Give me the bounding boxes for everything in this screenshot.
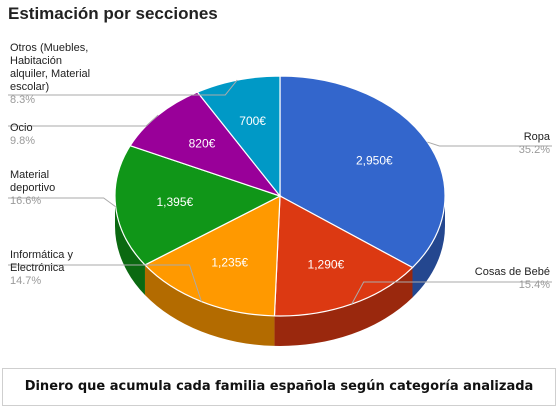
label-otros-line-1: Otros (Muebles, [10, 42, 89, 54]
value-label-ropa: 2,950€ [356, 154, 393, 168]
label-ocio: Ocio 9.8% [10, 122, 35, 148]
leader-deporte [8, 197, 116, 208]
leader-bebe [351, 281, 552, 305]
side-bebe [274, 267, 413, 346]
label-ocio-name: Ocio [10, 122, 33, 134]
label-bebe: Cosas de Bebé 15.4% [475, 266, 550, 292]
side-deporte [115, 196, 145, 295]
label-bebe-name: Cosas de Bebé [474, 266, 550, 278]
leader-ropa [427, 141, 552, 147]
label-otros-line-3: alquiler, Material [10, 68, 91, 80]
value-label-info: 1,235€ [211, 256, 248, 270]
label-otros-line-4: escolar) [10, 81, 50, 93]
chart-title: Estimación por secciones [8, 4, 218, 23]
slice-value-labels: 2,950€ 1,290€ 1,235€ 1,395€ 820€ 700€ [156, 114, 393, 271]
label-deporte-line-2: deportivo [10, 182, 56, 194]
value-label-otros: 700€ [239, 114, 266, 128]
slice-deporte [114, 144, 282, 266]
label-info-line-1: Informática y [10, 249, 73, 261]
label-ocio-percent: 9.8% [10, 135, 36, 147]
label-otros: Otros (Muebles, Habitación alquiler, Mat… [10, 42, 90, 107]
leader-otros [8, 79, 238, 96]
label-deporte-line-1: Material [10, 169, 50, 181]
side-ropa [412, 196, 445, 298]
chart-caption: Dinero que acumula cada familia española… [2, 368, 556, 406]
label-bebe-percent: 15.4% [518, 279, 550, 291]
label-otros-percent: 8.3% [10, 94, 36, 106]
value-label-ocio: 820€ [189, 136, 216, 150]
label-deporte: Material deportivo 16.6% [10, 169, 55, 208]
label-info-percent: 14.7% [10, 275, 42, 287]
label-info: Informática y Electrónica 14.7% [10, 249, 73, 288]
leader-ocio [8, 114, 159, 127]
pie-slices [114, 75, 446, 317]
leader-lines [8, 79, 552, 305]
leader-info [8, 264, 202, 302]
value-label-bebe: 1,290€ [308, 257, 345, 271]
label-ropa: Ropa 35.2% [519, 131, 550, 157]
label-ropa-percent: 35.2% [518, 144, 550, 156]
slice-ropa [279, 75, 446, 269]
label-info-line-2: Electrónica [10, 262, 65, 274]
pie-side-walls [115, 196, 445, 346]
side-info [144, 264, 275, 346]
value-label-deporte: 1,395€ [156, 195, 193, 209]
label-ropa-name: Ropa [523, 131, 550, 143]
label-deporte-percent: 16.6% [10, 195, 42, 207]
pie-chart: 2,950€ 1,290€ 1,235€ 1,395€ 820€ 700€ [8, 75, 552, 346]
label-otros-line-2: Habitación [10, 55, 62, 67]
